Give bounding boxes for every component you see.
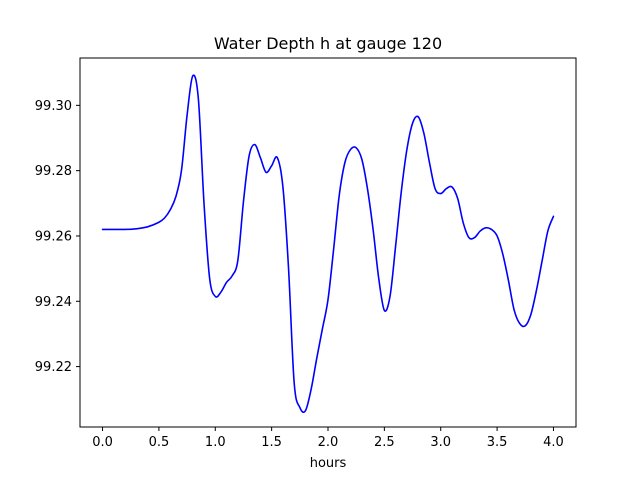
x-tick-label: 0.5 (149, 435, 170, 450)
y-axis: 99.22 99.24 99.26 99.28 99.30 (35, 99, 80, 375)
x-tick-label: 4.0 (543, 435, 564, 450)
y-tick-label: 99.22 (35, 360, 72, 375)
x-tick-label: 3.0 (430, 435, 451, 450)
chart-title: Water Depth h at gauge 120 (214, 34, 442, 53)
x-tick-label: 3.5 (487, 435, 508, 450)
x-tick-label: 1.5 (261, 435, 282, 450)
y-tick-label: 99.30 (35, 99, 72, 114)
x-tick-label: 2.0 (318, 435, 339, 450)
x-tick-label: 2.5 (374, 435, 395, 450)
y-tick-label: 99.26 (35, 229, 72, 244)
y-tick-label: 99.24 (35, 295, 72, 310)
x-tick-label: 1.0 (205, 435, 226, 450)
y-tick-label: 99.28 (35, 164, 72, 179)
x-tick-label: 0.0 (92, 435, 113, 450)
x-axis-label: hours (310, 456, 347, 471)
x-axis: 0.0 0.5 1.0 1.5 2.0 2.5 3.0 3.5 4.0 (92, 427, 564, 450)
series-line (101, 74, 555, 413)
